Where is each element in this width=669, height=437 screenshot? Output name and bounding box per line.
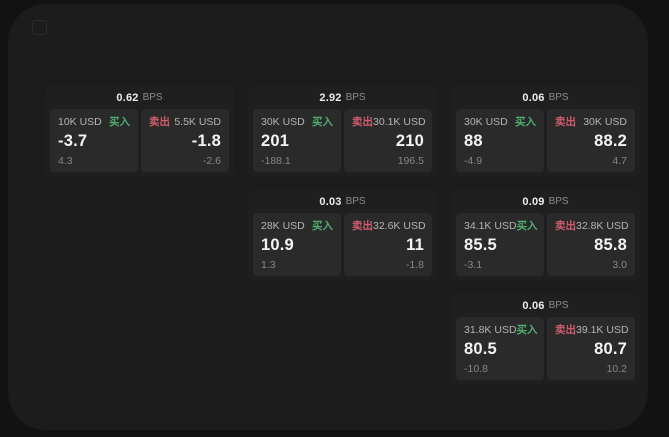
buy-tile[interactable]: 34.1K USD 买入 85.5 -3.1 [456, 213, 544, 276]
buy-tile[interactable]: 30K USD 买入 201 -188.1 [253, 109, 341, 172]
quote-card: 0.09 BPS 34.1K USD 买入 85.5 -3.1 卖出 32.8K… [451, 190, 640, 281]
sell-change: 196.5 [397, 155, 424, 167]
sell-size: 32.8K USD [576, 220, 629, 232]
main-panel: 0.62 BPS 10K USD 买入 -3.7 4.3 卖出 5.5K USD… [8, 4, 648, 430]
spread-header: 0.06 BPS [451, 294, 640, 317]
buy-price: 201 [261, 132, 290, 150]
buy-price: -3.7 [58, 132, 88, 150]
buy-size: 34.1K USD [464, 220, 517, 232]
spread-unit: BPS [548, 196, 569, 207]
quote-card: 2.92 BPS 30K USD 买入 201 -188.1 卖出 30.1K … [248, 86, 437, 177]
spread-header: 0.06 BPS [451, 86, 640, 109]
buy-tile[interactable]: 31.8K USD 买入 80.5 -10.8 [456, 317, 544, 380]
buy-tile[interactable]: 28K USD 买入 10.9 1.3 [253, 213, 341, 276]
quote-card: 0.62 BPS 10K USD 买入 -3.7 4.3 卖出 5.5K USD… [45, 86, 234, 177]
buy-change: -4.9 [464, 155, 483, 167]
buy-tile[interactable]: 30K USD 买入 88 -4.9 [456, 109, 544, 172]
spread-unit: BPS [548, 300, 569, 311]
sell-price: 85.8 [594, 236, 627, 254]
buy-size: 10K USD [58, 116, 102, 128]
sell-size: 32.6K USD [373, 220, 426, 232]
sell-price: -1.8 [191, 132, 221, 150]
sell-tag: 卖出 [555, 324, 576, 336]
spread-header: 0.62 BPS [45, 86, 234, 109]
spread-unit: BPS [142, 92, 163, 103]
sell-size: 5.5K USD [174, 116, 221, 128]
spread-value: 0.62 [116, 91, 139, 104]
buy-tile[interactable]: 10K USD 买入 -3.7 4.3 [50, 109, 138, 172]
sell-change: -1.8 [405, 259, 424, 271]
buy-size: 30K USD [261, 116, 305, 128]
spread-header: 0.09 BPS [451, 190, 640, 213]
sell-tile[interactable]: 卖出 30K USD 88.2 4.7 [547, 109, 635, 172]
sell-tile[interactable]: 卖出 32.8K USD 85.8 3.0 [547, 213, 635, 276]
spread-value: 0.06 [522, 299, 545, 312]
sell-price: 210 [395, 132, 424, 150]
buy-tag: 买入 [516, 220, 538, 232]
buy-price: 10.9 [261, 236, 294, 254]
sell-tile[interactable]: 卖出 32.6K USD 11 -1.8 [344, 213, 432, 276]
sell-tile[interactable]: 卖出 30.1K USD 210 196.5 [344, 109, 432, 172]
spread-unit: BPS [345, 196, 366, 207]
buy-tag: 买入 [516, 324, 538, 336]
spread-header: 0.03 BPS [248, 190, 437, 213]
sell-size: 30.1K USD [373, 116, 426, 128]
buy-price: 88 [464, 132, 483, 150]
sell-tag: 卖出 [555, 116, 576, 128]
sell-price: 80.7 [594, 340, 627, 358]
sell-size: 39.1K USD [576, 324, 629, 336]
buy-change: -10.8 [464, 363, 488, 375]
buy-size: 31.8K USD [464, 324, 517, 336]
spread-unit: BPS [345, 92, 366, 103]
spread-value: 2.92 [319, 91, 342, 104]
sell-price: 88.2 [594, 132, 627, 150]
buy-change: 1.3 [261, 259, 276, 271]
sell-size: 30K USD [583, 116, 627, 128]
sell-change: 3.0 [612, 259, 627, 271]
quote-card: 0.06 BPS 30K USD 买入 88 -4.9 卖出 30K USD 8… [451, 86, 640, 177]
app-logo-icon[interactable] [32, 20, 47, 35]
spread-unit: BPS [548, 92, 569, 103]
buy-price: 80.5 [464, 340, 497, 358]
sell-tag: 卖出 [149, 116, 170, 128]
quote-card: 0.03 BPS 28K USD 买入 10.9 1.3 卖出 32.6K US… [248, 190, 437, 281]
sell-price: 11 [406, 236, 424, 254]
sell-tag: 卖出 [555, 220, 576, 232]
sell-tile[interactable]: 卖出 5.5K USD -1.8 -2.6 [141, 109, 229, 172]
sell-change: 10.2 [606, 363, 627, 375]
buy-tag: 买入 [109, 116, 130, 128]
buy-change: -188.1 [261, 155, 291, 167]
sell-tag: 卖出 [352, 116, 373, 128]
sell-tag: 卖出 [352, 220, 373, 232]
spread-header: 2.92 BPS [248, 86, 437, 109]
quote-card: 0.06 BPS 31.8K USD 买入 80.5 -10.8 卖出 39.1… [451, 294, 640, 385]
spread-value: 0.06 [522, 91, 545, 104]
buy-tag: 买入 [515, 116, 536, 128]
buy-tag: 买入 [312, 220, 333, 232]
sell-tile[interactable]: 卖出 39.1K USD 80.7 10.2 [547, 317, 635, 380]
buy-price: 85.5 [464, 236, 497, 254]
buy-change: -3.1 [464, 259, 483, 271]
spread-value: 0.09 [522, 195, 545, 208]
buy-size: 30K USD [464, 116, 508, 128]
sell-change: -2.6 [202, 155, 221, 167]
buy-change: 4.3 [58, 155, 73, 167]
buy-tag: 买入 [312, 116, 333, 128]
spread-value: 0.03 [319, 195, 342, 208]
buy-size: 28K USD [261, 220, 305, 232]
sell-change: 4.7 [612, 155, 627, 167]
